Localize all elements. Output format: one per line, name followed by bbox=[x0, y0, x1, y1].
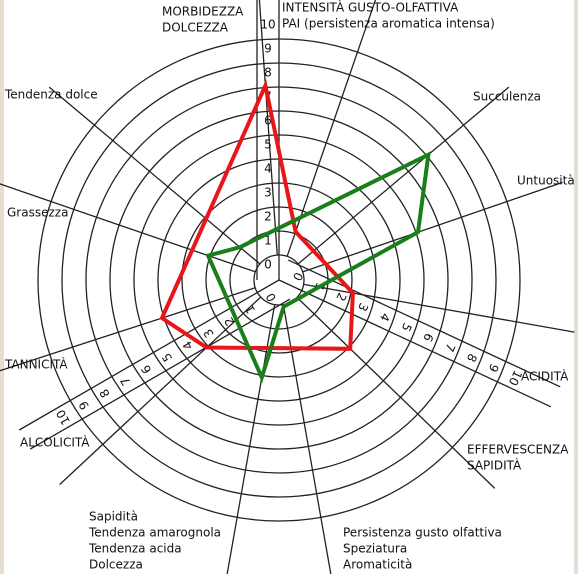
axis-label: INTENSITÀ GUSTO-OLFATTIVA bbox=[282, 0, 459, 15]
r-tick-label: 10 bbox=[506, 368, 525, 388]
r-tick-label: 1 bbox=[264, 234, 272, 248]
panel bbox=[4, 0, 574, 574]
axis-label: Sapidità bbox=[89, 510, 138, 524]
axis-label: Tendenza dolce bbox=[4, 88, 98, 102]
axis-spoke bbox=[303, 283, 575, 333]
axis-spoke bbox=[286, 0, 377, 257]
axis-spoke bbox=[258, 0, 278, 256]
r-tick-label: 10 bbox=[53, 407, 73, 427]
r-tick-label: 9 bbox=[264, 42, 272, 56]
r-tick-label: 3 bbox=[264, 186, 272, 200]
axis-label: Untuosità bbox=[517, 174, 575, 188]
axis-label: Dolcezza bbox=[89, 558, 143, 572]
series-line bbox=[205, 151, 431, 384]
axis-label: Tendenza acida bbox=[88, 542, 182, 556]
axis-label: PAI (persistenza aromatica intensa) bbox=[282, 17, 495, 31]
axis-label: Persistenza gusto olfattiva bbox=[343, 526, 502, 540]
axis-label: Speziatura bbox=[343, 542, 407, 556]
axis-spoke bbox=[59, 296, 262, 486]
r-tick-label: 5 bbox=[264, 138, 272, 152]
axis-spoke bbox=[0, 183, 256, 273]
axis-label: EFFERVESCENZA bbox=[467, 443, 569, 457]
axis-label: Tendenza amarognola bbox=[88, 526, 221, 540]
r-tick-label: 10 bbox=[260, 18, 275, 32]
axis-spoke bbox=[297, 86, 510, 265]
axis-spoke bbox=[302, 181, 563, 273]
scale-strip bbox=[18, 279, 280, 431]
r-tick-label: 4 bbox=[264, 162, 272, 176]
axis-label: MORBIDEZZA bbox=[162, 5, 244, 19]
axis-label: ACIDITÀ bbox=[521, 369, 569, 384]
axis-label: ALCOLICITÀ bbox=[20, 435, 90, 450]
r-tick-label: 0 bbox=[264, 258, 272, 272]
axis-label: Grassezza bbox=[7, 206, 68, 220]
axis-label: Succulenza bbox=[473, 90, 541, 104]
axis-label: DOLCEZZA bbox=[162, 21, 229, 35]
axis-label: TANNICITÀ bbox=[4, 357, 68, 372]
series-line bbox=[159, 79, 355, 351]
axis-label: Aromaticità bbox=[343, 558, 412, 572]
scale-strip bbox=[278, 279, 552, 408]
r-tick-label: 2 bbox=[264, 210, 272, 224]
axis-spoke bbox=[0, 287, 256, 372]
r-tick-label: 6 bbox=[264, 114, 272, 128]
axis-spoke bbox=[48, 86, 261, 265]
axis-spoke bbox=[296, 296, 496, 489]
r-tick-label: 8 bbox=[264, 66, 272, 80]
axis-label: SAPIDITÀ bbox=[467, 458, 522, 473]
scale-strip bbox=[29, 298, 291, 450]
